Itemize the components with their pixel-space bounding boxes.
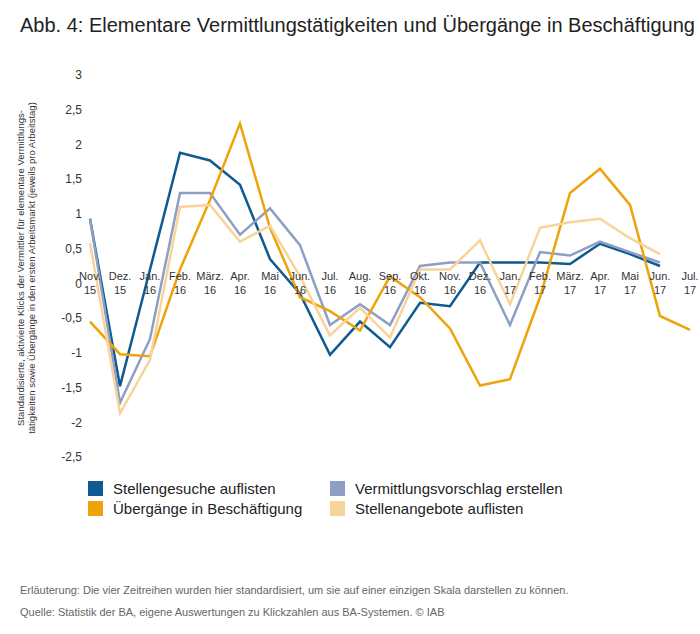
svg-text:0,5: 0,5 xyxy=(65,242,82,256)
svg-text:Apr.16: Apr.16 xyxy=(230,270,250,296)
svg-text:Jun.17: Jun.17 xyxy=(650,270,671,296)
svg-text:1: 1 xyxy=(75,207,82,221)
svg-text:Jun.16: Jun.16 xyxy=(290,270,311,296)
svg-text:Apr.17: Apr.17 xyxy=(590,270,610,296)
svg-text:-1,5: -1,5 xyxy=(61,381,82,395)
svg-text:-2,5: -2,5 xyxy=(61,450,82,464)
svg-text:Dez.15: Dez.15 xyxy=(109,270,132,296)
svg-text:-0,5: -0,5 xyxy=(61,311,82,325)
svg-text:0: 0 xyxy=(75,277,82,291)
svg-text:2: 2 xyxy=(75,138,82,152)
svg-text:Feb.17: Feb.17 xyxy=(529,270,551,296)
svg-text:2,5: 2,5 xyxy=(65,103,82,117)
svg-text:-2: -2 xyxy=(71,416,82,430)
svg-text:Nov.15: Nov.15 xyxy=(79,270,101,296)
svg-text:3: 3 xyxy=(75,68,82,82)
svg-text:März.16: März.16 xyxy=(196,270,224,296)
html-text:Quelle: Statistik der BA, eige: Quelle: Statistik der BA, eigene Auswert… xyxy=(20,606,445,618)
html-text:Vermittlungsvorschlag erstelle: Vermittlungsvorschlag erstellen xyxy=(355,480,563,497)
svg-text:Jan.17: Jan.17 xyxy=(500,270,521,296)
svg-text:-1: -1 xyxy=(71,346,82,360)
svg-text:Mai16: Mai16 xyxy=(261,270,279,296)
svg-text:Jan.16: Jan.16 xyxy=(140,270,161,296)
svg-text:März.17: März.17 xyxy=(556,270,584,296)
html-text:Stellenangebote auflisten: Stellenangebote auflisten xyxy=(355,500,524,517)
svg-text:Jul.16: Jul.16 xyxy=(321,270,338,296)
svg-text:Okt.16: Okt.16 xyxy=(410,270,430,296)
svg-text:Aug.16: Aug.16 xyxy=(349,270,372,296)
svg-text:tätigkeiten sowie Übergänge in: tätigkeiten sowie Übergänge in den erste… xyxy=(26,102,37,434)
svg-text:Feb.16: Feb.16 xyxy=(169,270,191,296)
svg-text:1,5: 1,5 xyxy=(65,172,82,186)
svg-text:Sep.16: Sep.16 xyxy=(379,270,402,296)
html-text:Übergänge in Beschäftigung: Übergänge in Beschäftigung xyxy=(113,500,303,517)
svg-text:Dez.16: Dez.16 xyxy=(469,270,492,296)
html-text:Stellengesuche auflisten: Stellengesuche auflisten xyxy=(113,480,276,497)
svg-text:Mai17: Mai17 xyxy=(621,270,639,296)
svg-text:Jul.17: Jul.17 xyxy=(681,270,698,296)
html-text:Abb. 4: Elementare Vermittlung: Abb. 4: Elementare Vermittlungstätigkeit… xyxy=(20,14,695,36)
html-text:Erläuterung: Die vier Zeitreih: Erläuterung: Die vier Zeitreihen wurden … xyxy=(20,584,569,596)
svg-text:Nov.16: Nov.16 xyxy=(439,270,461,296)
svg-text:Standardisierte, aktivierte Kl: Standardisierte, aktivierte Klicks der V… xyxy=(15,110,26,426)
